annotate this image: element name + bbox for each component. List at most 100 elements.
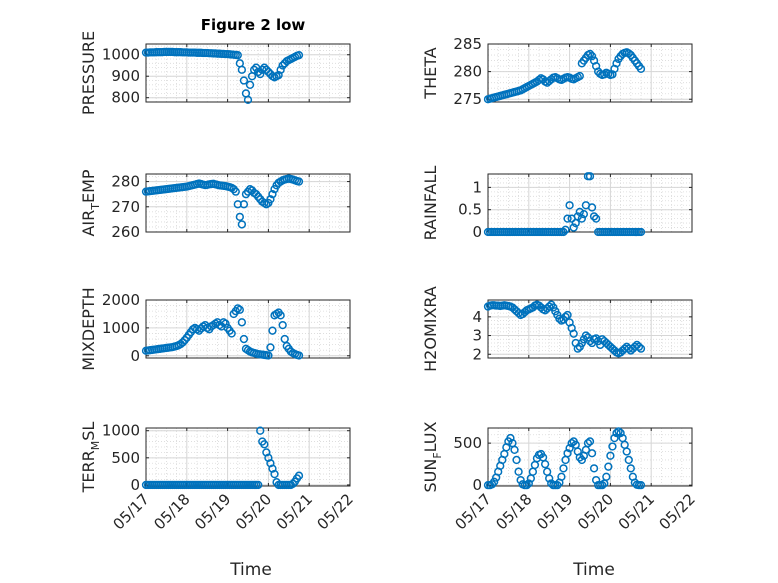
y-tick-label: 280: [453, 63, 482, 81]
data-point: [256, 69, 265, 79]
data-point: [245, 80, 255, 89]
y-tick-label: 500: [453, 434, 482, 452]
x-axis-label-right: Time: [572, 560, 615, 580]
data-point: [514, 467, 523, 476]
data-point: [563, 214, 572, 223]
data-point: [268, 326, 277, 335]
data-point: [540, 459, 550, 469]
data-point: [589, 464, 599, 473]
data-point: [266, 343, 275, 352]
data-point: [636, 227, 646, 237]
axes-box: [487, 43, 693, 103]
data-point: [489, 477, 499, 486]
data-point: [604, 462, 613, 471]
data-point: [587, 52, 597, 61]
data-point: [636, 344, 646, 353]
y-tick-label: 1000: [102, 422, 140, 440]
data-point: [585, 172, 595, 181]
data-point: [294, 177, 304, 186]
subplot-3: 260 270 280 AIRTEMP: [79, 169, 351, 241]
data-point: [239, 200, 249, 209]
data-point: [294, 471, 304, 480]
data-point: [636, 481, 646, 490]
data-point: [524, 479, 533, 488]
y-tick-label: 1000: [102, 46, 140, 64]
axes-box: [487, 299, 693, 359]
data-point: [545, 302, 554, 311]
y-tick-label: 285: [453, 35, 482, 53]
x-axis-label-left: Time: [229, 560, 272, 580]
data-point: [178, 338, 187, 347]
y-tick-label: 0.5: [458, 201, 482, 219]
y-tick-label: 800: [111, 89, 140, 107]
data-point: [567, 438, 576, 448]
y-tick-label: 1: [472, 178, 482, 196]
data-point: [260, 63, 269, 72]
y-axis-label: TERRMSL: [79, 422, 102, 494]
y-tick-label: 0: [130, 476, 140, 494]
data-point: [243, 95, 253, 105]
data-point: [577, 214, 586, 223]
axes-box: [145, 427, 351, 487]
y-tick-label: 0: [472, 223, 482, 241]
data-point: [254, 67, 263, 77]
y-tick-label: 500: [111, 449, 140, 467]
data-point: [237, 318, 247, 327]
data-point: [270, 469, 279, 479]
data-point: [522, 481, 531, 490]
y-tick-label: 275: [453, 90, 482, 108]
y-axis-label: SUNFLUX: [421, 421, 444, 492]
data-point: [278, 320, 287, 330]
y-tick-label: 260: [111, 223, 140, 241]
data-point: [510, 445, 519, 455]
y-tick-label: 1000: [102, 319, 140, 337]
data-point: [260, 440, 269, 449]
data-point: [506, 433, 515, 443]
data-point: [602, 472, 611, 481]
data-point: [559, 227, 568, 237]
data-point: [634, 342, 644, 351]
y-tick-label: 2000: [102, 291, 140, 309]
data-point: [235, 212, 244, 222]
data-point: [612, 59, 621, 68]
data-point: [583, 438, 593, 448]
data-point: [606, 451, 615, 460]
subplot-4: 0 0.5 1 RAINFALL: [421, 166, 693, 241]
data-point: [624, 455, 633, 465]
plot-area: [146, 174, 350, 232]
data-point: [622, 447, 631, 456]
data-point: [235, 305, 244, 314]
data-point: [545, 474, 554, 483]
data-point: [608, 442, 617, 451]
data-point: [239, 334, 249, 344]
data-point: [569, 223, 578, 232]
data-point: [598, 481, 607, 490]
data-point: [237, 220, 247, 229]
y-axis-label: PRESSURE: [79, 31, 98, 115]
data-point: [612, 428, 621, 438]
y-tick-label: 2: [472, 345, 482, 363]
data-point: [610, 433, 619, 443]
data-point: [294, 351, 304, 360]
data-point: [221, 319, 230, 328]
y-tick-label: 0: [130, 347, 140, 365]
data-point: [278, 61, 287, 70]
data-point: [561, 312, 570, 321]
data-point: [585, 49, 595, 59]
data-point: [624, 49, 633, 58]
data-point: [231, 187, 240, 196]
data-point: [233, 51, 242, 60]
y-axis-label: THETA: [421, 47, 440, 99]
data-point: [587, 449, 597, 458]
data-point: [194, 326, 204, 335]
data-point: [591, 475, 601, 485]
y-tick-label: 900: [111, 67, 140, 85]
data-point: [239, 76, 249, 85]
data-point: [288, 479, 298, 488]
y-tick-label: 0: [472, 476, 482, 494]
data-point: [227, 329, 236, 338]
y-tick-label: 4: [472, 308, 482, 326]
data-point: [516, 475, 525, 485]
data-point: [626, 464, 635, 473]
